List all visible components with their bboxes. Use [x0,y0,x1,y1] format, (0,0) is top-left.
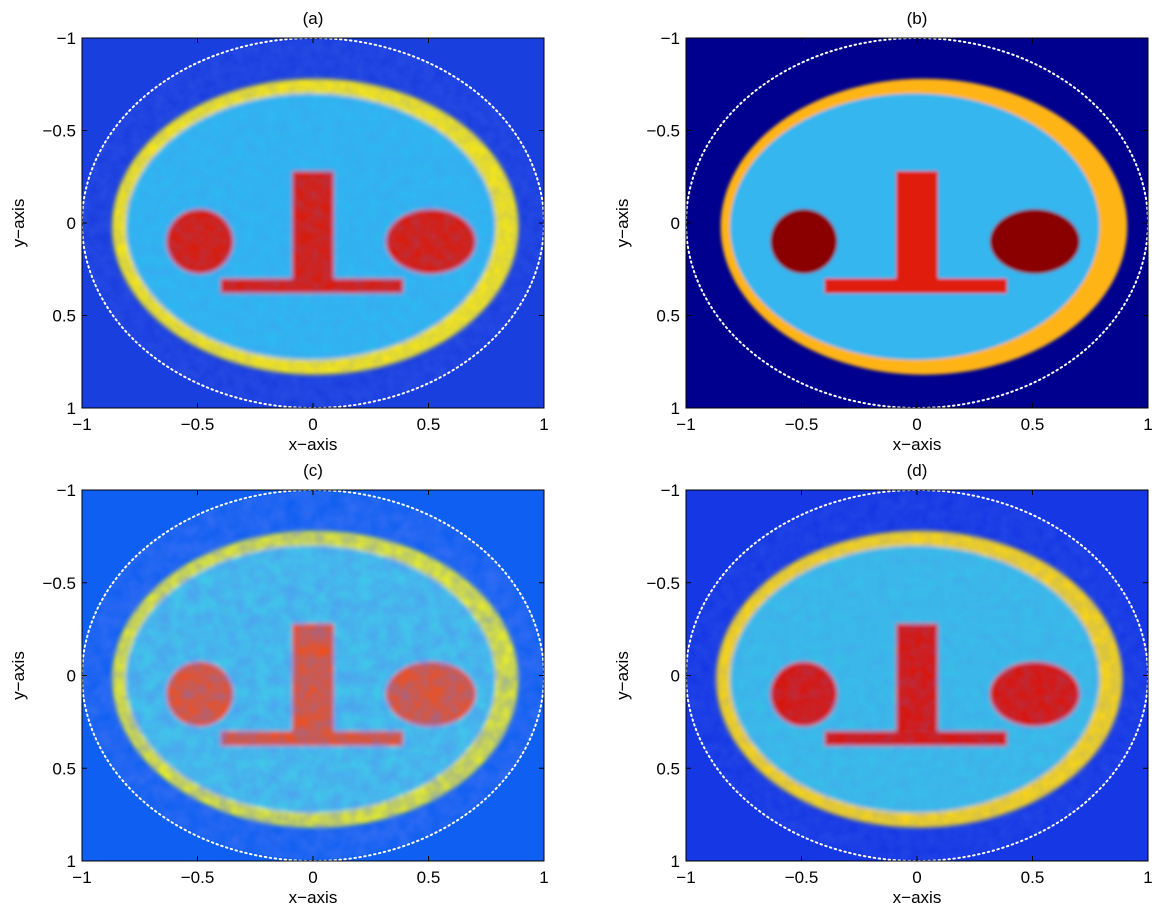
x-tick-label: 0 [912,868,921,887]
x-tick-label: 0.5 [1021,868,1045,887]
x-axis-label: x−axis [289,435,338,454]
y-axis-label: y−axis [613,651,632,700]
x-tick-label: −0.5 [785,415,819,434]
y-tick-label: 0 [671,214,680,233]
x-tick-label: 0.5 [1021,415,1045,434]
panel-title: (c) [303,461,323,480]
x-tick-label: 1 [1143,868,1152,887]
x-axis-label: x−axis [289,888,338,907]
heatmap-image [82,490,544,861]
panel-title: (d) [907,461,928,480]
y-tick-label: −0.5 [646,574,680,593]
mouth-rect [825,279,1007,294]
x-tick-label: −0.5 [181,415,215,434]
x-tick-label: 0.5 [417,868,441,887]
heatmap-image [686,490,1148,861]
y-tick-label: 1 [671,399,680,418]
nose-rect [896,171,938,278]
x-tick-label: 0 [308,868,317,887]
left-eye [770,209,837,274]
y-tick-label: 0.5 [656,307,680,326]
y-tick-label: 0 [67,667,76,686]
y-tick-label: 1 [671,852,680,871]
y-tick-label: −0.5 [646,122,680,141]
y-tick-label: −1 [661,481,680,500]
y-tick-label: 1 [67,852,76,871]
panel-title: (a) [303,9,324,28]
x-axis-label: x−axis [893,435,942,454]
y-tick-label: 0.5 [656,759,680,778]
y-tick-label: −1 [57,481,76,500]
y-tick-label: 1 [67,399,76,418]
right-eye [990,209,1080,274]
y-axis-label: y−axis [9,651,28,700]
y-tick-label: −1 [57,29,76,48]
x-axis-label: x−axis [893,888,942,907]
x-tick-label: 1 [539,868,548,887]
x-tick-label: −0.5 [785,868,819,887]
y-tick-label: 0 [671,667,680,686]
x-tick-label: 0 [912,415,921,434]
x-tick-label: 0 [308,415,317,434]
heatmap-image [686,38,1148,408]
noise-texture [686,490,1148,861]
y-tick-label: 0.5 [52,307,76,326]
x-tick-label: 0.5 [417,415,441,434]
y-axis-label: y−axis [9,199,28,248]
y-tick-label: −1 [661,29,680,48]
noise-texture [82,38,544,408]
panel-title: (b) [907,9,928,28]
y-tick-label: −0.5 [42,574,76,593]
y-tick-label: −0.5 [42,122,76,141]
x-tick-label: 1 [1143,415,1152,434]
heatmap-image [82,38,544,408]
x-tick-label: 1 [539,415,548,434]
y-tick-label: 0 [67,214,76,233]
x-tick-label: −0.5 [181,868,215,887]
y-axis-label: y−axis [613,199,632,248]
noise-texture [82,490,544,861]
y-tick-label: 0.5 [52,759,76,778]
